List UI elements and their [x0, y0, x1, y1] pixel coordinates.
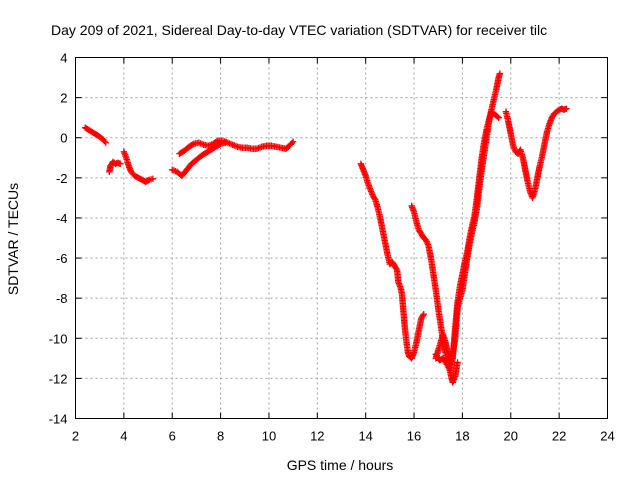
x-tick-label: 6	[169, 429, 176, 444]
data-point	[454, 359, 461, 366]
x-tick-label: 14	[358, 429, 372, 444]
x-axis-label: GPS time / hours	[287, 457, 394, 473]
data-point	[495, 114, 502, 121]
data-point	[213, 138, 221, 145]
chart-title: Day 209 of 2021, Sidereal Day-to-day VTE…	[51, 22, 547, 38]
y-tick-label: -8	[56, 291, 68, 306]
x-tick-label: 8	[217, 429, 224, 444]
data-point	[117, 160, 124, 167]
y-tick-label: -4	[56, 211, 68, 226]
data-points	[81, 70, 570, 386]
x-tick-label: 2	[72, 429, 79, 444]
data-point	[419, 312, 427, 319]
data-point	[393, 265, 400, 272]
data-point	[144, 177, 152, 184]
x-tick-label: 20	[504, 429, 518, 444]
data-point	[371, 195, 378, 202]
x-tick-label: 4	[120, 429, 127, 444]
data-point	[102, 139, 109, 146]
plot-frame	[75, 57, 608, 419]
y-axis-label: SDTVAR / TECUs	[5, 183, 21, 295]
y-tick-label: -10	[49, 331, 68, 346]
y-tick-labels: -14 -12 -10 -8 -6 -4 -2 0 2 4	[49, 51, 68, 427]
y-tick-label: 4	[60, 51, 67, 66]
x-tick-label: 10	[262, 429, 276, 444]
data-point	[420, 311, 427, 318]
y-tick-label: -6	[56, 251, 68, 266]
data-point	[289, 138, 297, 145]
x-tick-label: 12	[310, 429, 324, 444]
x-tick-labels: 2 4 6 8 10 12 14 16 18 20 22 24	[72, 429, 615, 444]
grid-lines	[75, 57, 608, 419]
data-point	[149, 175, 157, 183]
y-tick-label: -14	[49, 412, 68, 427]
x-tick-label: 18	[455, 429, 469, 444]
y-tick-label: -2	[56, 171, 68, 186]
axis-ticks	[75, 57, 608, 419]
x-tick-label: 16	[407, 429, 421, 444]
data-point	[494, 113, 501, 120]
data-point	[288, 139, 296, 147]
data-point	[563, 105, 570, 112]
x-tick-label: 24	[600, 429, 614, 444]
x-tick-label: 22	[552, 429, 566, 444]
y-tick-label: 0	[60, 131, 67, 146]
data-point	[496, 70, 504, 77]
y-tick-label: 2	[60, 91, 67, 106]
y-tick-label: -12	[49, 371, 68, 386]
data-point	[189, 141, 196, 148]
